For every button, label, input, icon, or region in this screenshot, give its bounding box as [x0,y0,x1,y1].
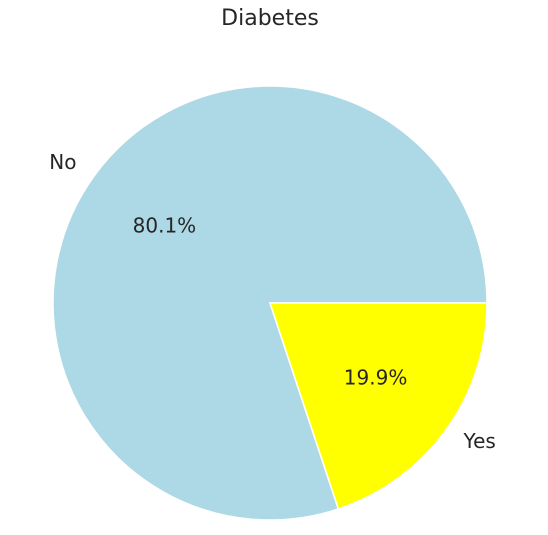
slice-label: Yes [463,429,496,453]
pie-slice [268,302,488,510]
slice-label: No [49,150,76,174]
value-label: 80.1% [133,213,197,237]
chart-title: Diabetes [221,6,319,31]
value-label: 19.9% [344,366,408,390]
